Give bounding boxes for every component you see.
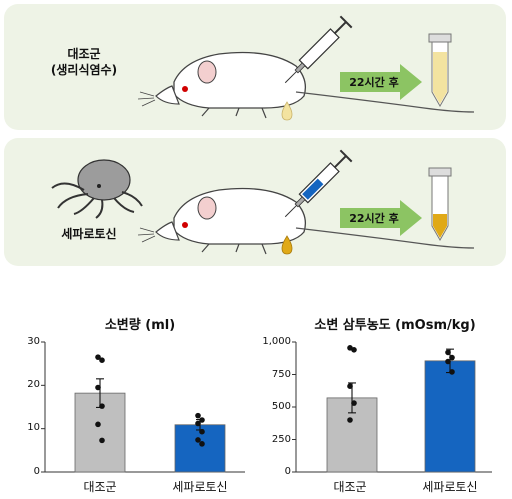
control-panel: 대조군 (생리식염수)	[4, 4, 506, 130]
chart1-title: 소변량 (ml)	[104, 318, 176, 333]
time-arrow-label: 22시간 후	[349, 76, 399, 89]
chart1-point-0-3	[99, 403, 105, 409]
chart1-ytick: 10	[27, 422, 40, 433]
syringe-icon	[284, 15, 353, 84]
chart2-point-0-4	[347, 417, 353, 423]
treatment-label: 세파로토신	[61, 227, 117, 241]
urine-tube-icon	[428, 33, 452, 108]
chart1-point-1-3	[199, 428, 205, 435]
chart2-title: 소변 삼투농도 (mOsm/kg)	[314, 318, 476, 333]
chart2-point-0-1	[351, 347, 357, 353]
chart1-xcat-control: 대조군	[83, 480, 117, 494]
chart2-xcat-control: 대조군	[333, 480, 367, 494]
mouse-icon	[137, 51, 475, 119]
chart2-ytick: 750	[271, 369, 291, 380]
chart1-point-1-0	[195, 412, 201, 419]
chart2-bar-1	[424, 360, 476, 473]
chart2-point-1-0	[445, 349, 451, 356]
syringe-icon	[284, 149, 353, 218]
chart1-bar-1	[174, 424, 226, 473]
urine-drop-icon	[281, 101, 293, 121]
chart1-point-0-5	[99, 437, 105, 444]
control-illustration	[137, 15, 475, 121]
treatment-illustration	[51, 149, 475, 255]
octopus-icon	[51, 159, 143, 219]
chart1-xcat-treatment: 세파로토신	[172, 480, 228, 494]
chart2-ytick: 1,000	[262, 336, 291, 347]
chart2-ytick: 0	[284, 466, 291, 477]
chart1-point-1-4	[195, 437, 201, 443]
chart2-point-0-3	[351, 400, 357, 406]
chart2-ytick: 250	[271, 434, 291, 445]
control-label: 대조군 (생리식염수)	[34, 46, 134, 78]
urine-tube-icon	[428, 167, 452, 242]
chart1-bar-0	[74, 392, 126, 473]
chart1-point-0-2	[95, 384, 101, 391]
right-arrow-icon	[340, 64, 422, 100]
chart1-ytick: 0	[33, 466, 40, 477]
chart2-bar-0	[326, 397, 378, 473]
time-arrow-label: 22시간 후	[349, 212, 399, 225]
control-label-line2: (생리식염수)	[50, 63, 118, 77]
chart1-ytick: 20	[27, 379, 40, 390]
chart2-point-1-3	[449, 369, 455, 375]
time-arrow: 22시간 후	[340, 200, 424, 236]
chart1-point-0-0	[95, 354, 101, 360]
control-label-line1: 대조군	[67, 47, 101, 61]
mouse-icon	[137, 187, 475, 255]
chart2-point-0-0	[347, 345, 353, 351]
time-arrow: 22시간 후	[340, 64, 424, 100]
chart2-xcat-treatment: 세파로토신	[422, 480, 478, 494]
chart2-point-1-1	[449, 354, 455, 361]
urine-drop-icon	[281, 235, 293, 255]
chart1-point-1-1	[199, 417, 205, 423]
chart1-point-0-1	[99, 357, 105, 364]
right-arrow-icon	[340, 200, 422, 236]
chart2-point-1-2	[445, 358, 451, 365]
chart1-point-1-5	[199, 441, 205, 447]
treatment-panel: 세파로토신 22시간 후	[4, 138, 506, 266]
chart1-point-0-4	[95, 421, 101, 428]
chart1-point-1-2	[195, 420, 201, 427]
chart2-point-0-2	[347, 383, 353, 390]
chart1-ytick: 30	[27, 336, 40, 347]
chart2-ytick: 500	[271, 401, 291, 412]
